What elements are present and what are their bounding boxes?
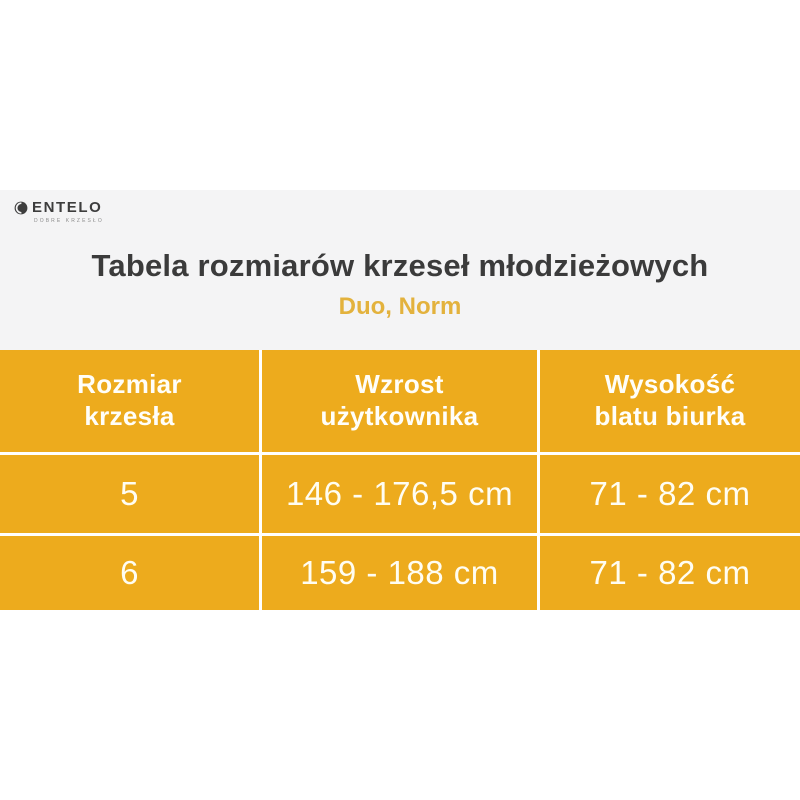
table-cell-size-6: 6 [0, 536, 259, 610]
entelo-circle-mark-icon [14, 201, 28, 215]
column-header-user-height: Wzrost użytkownika [262, 350, 537, 452]
brand-text-block: ENTELO DOBRE KRZESŁO [32, 200, 104, 224]
content-band: ENTELO DOBRE KRZESŁO Tabela rozmiarów kr… [0, 190, 800, 610]
table-cell-desk-6: 71 - 82 cm [540, 536, 800, 610]
brand-tagline: DOBRE KRZESŁO [34, 217, 104, 224]
brand-name: ENTELO [32, 199, 103, 216]
page-title: Tabela rozmiarów krzeseł młodzieżowych [91, 248, 709, 283]
size-table: Rozmiar krzesła Wzrost użytkownika Wysok… [0, 350, 800, 610]
column-header-desk-height: Wysokość blatu biurka [540, 350, 800, 452]
table-cell-height-5: 146 - 176,5 cm [262, 455, 537, 533]
brand-logo: ENTELO DOBRE KRZESŁO [14, 200, 104, 224]
table-cell-size-5: 5 [0, 455, 259, 533]
table-cell-desk-5: 71 - 82 cm [540, 455, 800, 533]
table-cell-height-6: 159 - 188 cm [262, 536, 537, 610]
column-header-chair-size: Rozmiar krzesła [0, 350, 259, 452]
page-subtitle: Duo, Norm [338, 293, 462, 320]
